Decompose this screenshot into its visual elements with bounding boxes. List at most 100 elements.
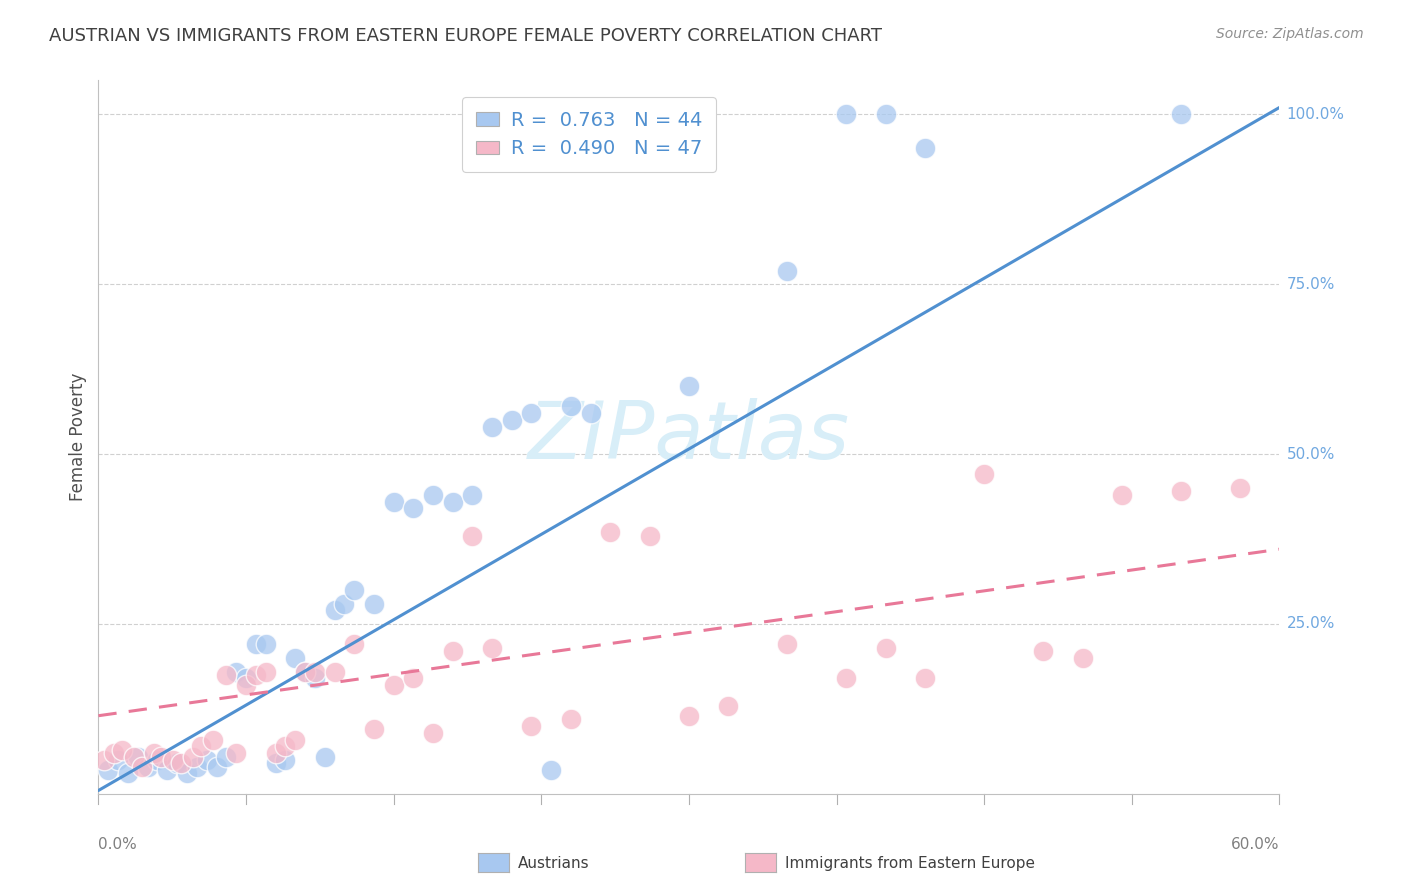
Point xyxy=(481,420,503,434)
Point xyxy=(93,753,115,767)
Text: ZIPatlas: ZIPatlas xyxy=(527,398,851,476)
Point xyxy=(914,671,936,685)
Point xyxy=(363,597,385,611)
Legend: R =  0.763   N = 44, R =  0.490   N = 47: R = 0.763 N = 44, R = 0.490 N = 47 xyxy=(463,97,716,172)
Point xyxy=(122,749,145,764)
Text: 75.0%: 75.0% xyxy=(1286,277,1334,292)
Point xyxy=(382,678,405,692)
Point xyxy=(166,756,188,771)
Point xyxy=(973,467,995,482)
Point xyxy=(1111,488,1133,502)
Point xyxy=(195,753,218,767)
Text: 100.0%: 100.0% xyxy=(1286,107,1344,122)
Point xyxy=(225,746,247,760)
Point xyxy=(245,668,267,682)
Point xyxy=(638,528,661,542)
Point xyxy=(914,141,936,155)
Point xyxy=(461,528,484,542)
Point xyxy=(215,749,238,764)
Point xyxy=(875,640,897,655)
Text: 25.0%: 25.0% xyxy=(1286,616,1334,632)
Point xyxy=(107,753,129,767)
Point xyxy=(382,494,405,508)
Point xyxy=(215,668,238,682)
Point xyxy=(201,732,224,747)
Text: Immigrants from Eastern Europe: Immigrants from Eastern Europe xyxy=(785,856,1035,871)
Point xyxy=(323,603,346,617)
Point xyxy=(294,665,316,679)
Y-axis label: Female Poverty: Female Poverty xyxy=(69,373,87,501)
Point xyxy=(875,107,897,121)
Point xyxy=(678,379,700,393)
Point xyxy=(363,723,385,737)
Point xyxy=(254,665,277,679)
Point xyxy=(441,494,464,508)
Point xyxy=(501,413,523,427)
Point xyxy=(205,760,228,774)
Point xyxy=(835,671,858,685)
Point xyxy=(304,665,326,679)
Point xyxy=(560,712,582,726)
Text: 0.0%: 0.0% xyxy=(98,837,138,852)
Point xyxy=(678,708,700,723)
Point xyxy=(146,753,169,767)
Point xyxy=(156,763,179,777)
Point xyxy=(333,597,356,611)
Point xyxy=(343,582,366,597)
Point xyxy=(235,678,257,692)
Point xyxy=(170,756,193,771)
Point xyxy=(235,671,257,685)
Point xyxy=(481,640,503,655)
Point xyxy=(1170,484,1192,499)
Point xyxy=(245,637,267,651)
Point xyxy=(103,746,125,760)
Text: AUSTRIAN VS IMMIGRANTS FROM EASTERN EUROPE FEMALE POVERTY CORRELATION CHART: AUSTRIAN VS IMMIGRANTS FROM EASTERN EURO… xyxy=(49,27,882,45)
Point xyxy=(461,488,484,502)
Point xyxy=(131,760,153,774)
Point xyxy=(422,488,444,502)
Point xyxy=(284,651,307,665)
Point xyxy=(225,665,247,679)
Point xyxy=(294,665,316,679)
Point xyxy=(441,644,464,658)
Point xyxy=(1170,107,1192,121)
Point xyxy=(579,406,602,420)
Point xyxy=(111,742,134,756)
Point xyxy=(264,756,287,771)
Point xyxy=(162,753,184,767)
Point xyxy=(776,637,799,651)
Point xyxy=(142,746,165,760)
Point xyxy=(1032,644,1054,658)
Point xyxy=(274,739,297,754)
Point xyxy=(402,501,425,516)
Text: Austrians: Austrians xyxy=(517,856,589,871)
Point xyxy=(402,671,425,685)
Point xyxy=(264,746,287,760)
Point xyxy=(560,400,582,414)
Point xyxy=(835,107,858,121)
Point xyxy=(150,749,173,764)
Point xyxy=(186,760,208,774)
Point xyxy=(1229,481,1251,495)
Point xyxy=(776,263,799,277)
Point xyxy=(190,739,212,754)
Point xyxy=(136,760,159,774)
Point xyxy=(127,749,149,764)
Point xyxy=(117,766,139,780)
Point xyxy=(314,749,336,764)
Point xyxy=(717,698,740,713)
Point xyxy=(599,525,621,540)
Point xyxy=(254,637,277,651)
Point xyxy=(1071,651,1094,665)
Point xyxy=(181,749,204,764)
Point xyxy=(343,637,366,651)
Point xyxy=(422,725,444,739)
Text: 50.0%: 50.0% xyxy=(1286,447,1334,461)
Point xyxy=(323,665,346,679)
Point xyxy=(97,763,120,777)
Point xyxy=(540,763,562,777)
Text: Source: ZipAtlas.com: Source: ZipAtlas.com xyxy=(1216,27,1364,41)
Text: 60.0%: 60.0% xyxy=(1232,837,1279,852)
Point xyxy=(176,766,198,780)
Point xyxy=(284,732,307,747)
